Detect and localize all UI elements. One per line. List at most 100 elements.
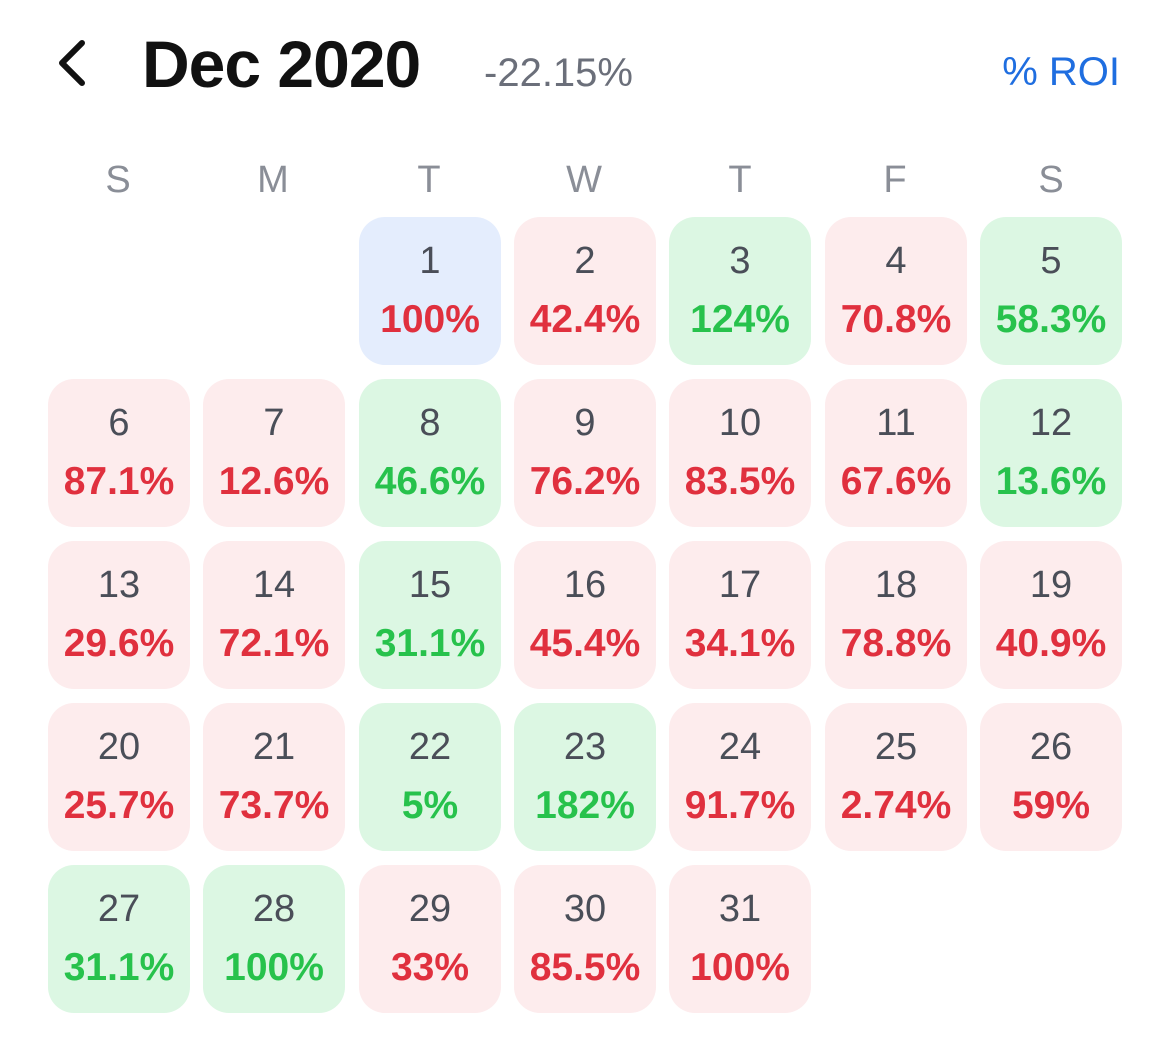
day-number: 26: [1029, 726, 1073, 768]
day-cell[interactable]: 11 67.6%: [825, 379, 967, 527]
day-number: 15: [408, 564, 452, 606]
weekday-wed: W: [566, 159, 602, 201]
day-number: 2: [574, 240, 596, 282]
day-number: 27: [97, 888, 141, 930]
day-roi-value: 2.74%: [840, 784, 952, 827]
day-roi-value: 70.8%: [840, 298, 952, 341]
back-button[interactable]: [42, 30, 102, 96]
day-cell[interactable]: 5 58.3%: [980, 217, 1122, 365]
day-cell[interactable]: 15 31.1%: [359, 541, 501, 689]
weekday-mon: M: [257, 159, 289, 201]
day-cell[interactable]: 19 40.9%: [980, 541, 1122, 689]
day-roi-value: 33%: [390, 946, 470, 989]
day-number: 10: [718, 402, 762, 444]
day-number: 11: [876, 402, 916, 444]
day-number: 19: [1029, 564, 1073, 606]
day-roi-value: 85.5%: [529, 946, 641, 989]
day-number: 29: [408, 888, 452, 930]
chevron-left-icon: [59, 40, 85, 86]
metric-toggle-button[interactable]: % ROI: [1002, 50, 1120, 94]
day-number: 8: [419, 402, 441, 444]
weekday-sun: S: [105, 159, 131, 201]
weekday-tue: T: [417, 159, 441, 201]
day-number: 30: [563, 888, 607, 930]
day-roi-value: 40.9%: [995, 622, 1107, 665]
day-cell[interactable]: 16 45.4%: [514, 541, 656, 689]
day-cell[interactable]: 25 2.74%: [825, 703, 967, 851]
day-cell[interactable]: 14 72.1%: [203, 541, 345, 689]
day-number: 5: [1040, 240, 1062, 282]
day-roi-value: 31.1%: [63, 946, 175, 989]
day-number: 23: [563, 726, 607, 768]
day-roi-value: 83.5%: [684, 460, 796, 503]
day-cell[interactable]: 6 87.1%: [48, 379, 190, 527]
day-cell[interactable]: 31 100%: [669, 865, 811, 1013]
day-roi-value: 42.4%: [529, 298, 641, 341]
day-roi-value: 34.1%: [684, 622, 796, 665]
day-number: 13: [97, 564, 141, 606]
day-roi-value: 31.1%: [374, 622, 486, 665]
month-roi-total: -22.15%: [484, 51, 633, 95]
day-cell[interactable]: 1 100%: [359, 217, 501, 365]
day-number: 4: [885, 240, 907, 282]
day-cell[interactable]: 7 12.6%: [203, 379, 345, 527]
day-cell[interactable]: 27 31.1%: [48, 865, 190, 1013]
day-cell[interactable]: 3 124%: [669, 217, 811, 365]
month-title: Dec 2020: [142, 27, 421, 101]
day-roi-value: 72.1%: [218, 622, 330, 665]
day-cell[interactable]: 17 34.1%: [669, 541, 811, 689]
day-cell[interactable]: 12 13.6%: [980, 379, 1122, 527]
weekday-sat: S: [1038, 159, 1064, 201]
weekday-fri: F: [883, 159, 907, 201]
day-roi-value: 12.6%: [218, 460, 330, 503]
day-number: 20: [97, 726, 141, 768]
day-cell[interactable]: 10 83.5%: [669, 379, 811, 527]
day-cell[interactable]: 18 78.8%: [825, 541, 967, 689]
day-number: 17: [718, 564, 762, 606]
day-number: 18: [874, 564, 918, 606]
day-roi-value: 58.3%: [995, 298, 1107, 341]
day-roi-value: 124%: [690, 298, 790, 341]
day-number: 7: [263, 402, 285, 444]
day-roi-value: 73.7%: [218, 784, 330, 827]
day-cell[interactable]: 21 73.7%: [203, 703, 345, 851]
day-number: 25: [874, 726, 918, 768]
day-number: 21: [252, 726, 296, 768]
day-roi-value: 182%: [535, 784, 635, 827]
day-cell[interactable]: 8 46.6%: [359, 379, 501, 527]
day-roi-value: 87.1%: [63, 460, 175, 503]
day-roi-value: 76.2%: [529, 460, 641, 503]
day-cell[interactable]: 22 5%: [359, 703, 501, 851]
day-number: 1: [419, 240, 441, 282]
day-cell[interactable]: 24 91.7%: [669, 703, 811, 851]
day-cell[interactable]: 13 29.6%: [48, 541, 190, 689]
day-roi-value: 78.8%: [840, 622, 952, 665]
day-number: 16: [563, 564, 607, 606]
day-cell[interactable]: 26 59%: [980, 703, 1122, 851]
day-cell[interactable]: 23 182%: [514, 703, 656, 851]
day-cell[interactable]: 29 33%: [359, 865, 501, 1013]
day-roi-value: 91.7%: [684, 784, 796, 827]
day-cell[interactable]: 20 25.7%: [48, 703, 190, 851]
day-roi-value: 59%: [1011, 784, 1091, 827]
day-number: 14: [252, 564, 296, 606]
day-number: 31: [718, 888, 762, 930]
day-roi-value: 100%: [690, 946, 790, 989]
day-cell[interactable]: 9 76.2%: [514, 379, 656, 527]
day-roi-value: 100%: [224, 946, 324, 989]
day-roi-value: 67.6%: [840, 460, 952, 503]
day-cell[interactable]: 28 100%: [203, 865, 345, 1013]
day-number: 24: [718, 726, 762, 768]
day-roi-value: 29.6%: [63, 622, 175, 665]
weekday-header-row: S M T W T F S: [47, 150, 1125, 210]
day-cell[interactable]: 2 42.4%: [514, 217, 656, 365]
day-number: 6: [108, 402, 130, 444]
day-roi-value: 5%: [401, 784, 459, 827]
weekday-thu: T: [728, 159, 752, 201]
day-cell[interactable]: 4 70.8%: [825, 217, 967, 365]
day-roi-value: 100%: [380, 298, 480, 341]
day-cell[interactable]: 30 85.5%: [514, 865, 656, 1013]
day-number: 12: [1029, 402, 1073, 444]
day-number: 9: [574, 402, 596, 444]
